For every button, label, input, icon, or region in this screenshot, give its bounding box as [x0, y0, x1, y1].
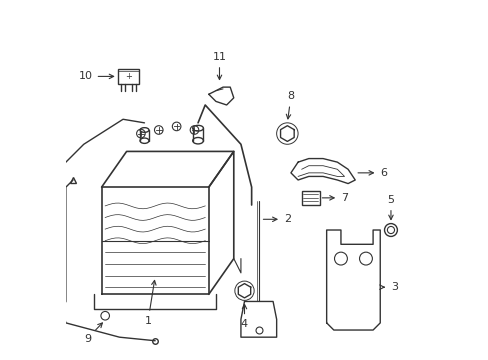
- Text: 5: 5: [386, 195, 394, 220]
- Text: 8: 8: [285, 91, 294, 119]
- Text: 2: 2: [263, 214, 290, 224]
- Text: 9: 9: [83, 323, 102, 343]
- Text: 10: 10: [79, 71, 113, 81]
- Text: 3: 3: [379, 282, 397, 292]
- Text: 6: 6: [357, 168, 386, 178]
- Text: +: +: [125, 72, 132, 81]
- Text: 7: 7: [322, 193, 347, 203]
- Text: 11: 11: [212, 52, 226, 80]
- Text: 4: 4: [241, 305, 247, 329]
- Text: 1: 1: [144, 280, 156, 326]
